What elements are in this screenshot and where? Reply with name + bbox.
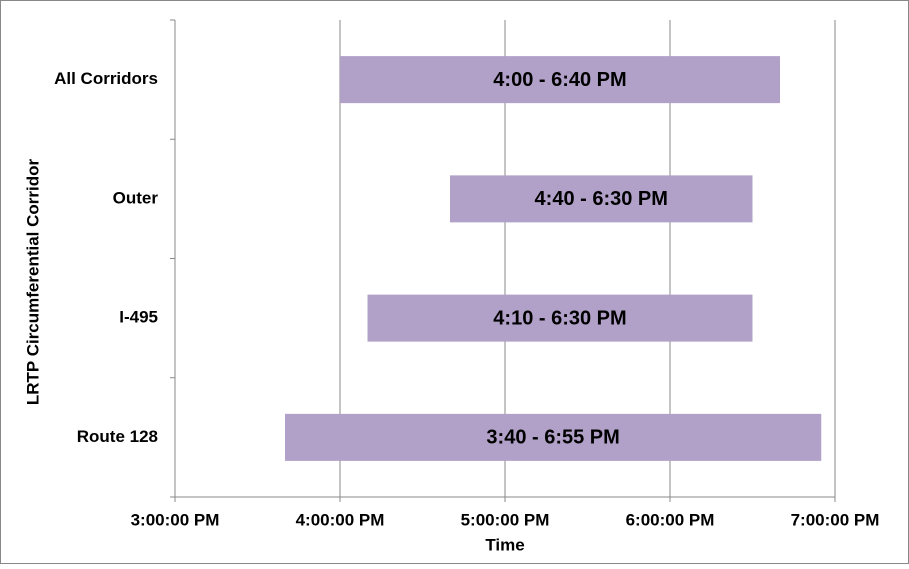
y-axis-title: LRTP Circumferential Corridor: [23, 159, 42, 406]
bar-label: 4:40 - 6:30 PM: [535, 188, 668, 210]
bar-label: 3:40 - 6:55 PM: [486, 427, 619, 449]
x-tick-label: 3:00:00 PM: [131, 510, 220, 529]
y-tick-label: I-495: [119, 308, 158, 327]
bar: [285, 413, 822, 461]
bar: [340, 56, 780, 104]
x-tick-label: 7:00:00 PM: [791, 510, 880, 529]
y-tick-label: Outer: [113, 188, 159, 207]
x-tick-label: 6:00:00 PM: [626, 510, 715, 529]
y-tick-label: Route 128: [77, 427, 158, 446]
bar-label: 4:10 - 6:30 PM: [493, 307, 626, 329]
bar-label: 4:00 - 6:40 PM: [493, 69, 626, 91]
bar: [367, 294, 753, 342]
y-tick-label: All Corridors: [54, 69, 158, 88]
x-axis-title: Time: [485, 535, 524, 554]
x-tick-label: 4:00:00 PM: [296, 510, 385, 529]
bar: [450, 175, 753, 223]
x-tick-label: 5:00:00 PM: [461, 510, 550, 529]
